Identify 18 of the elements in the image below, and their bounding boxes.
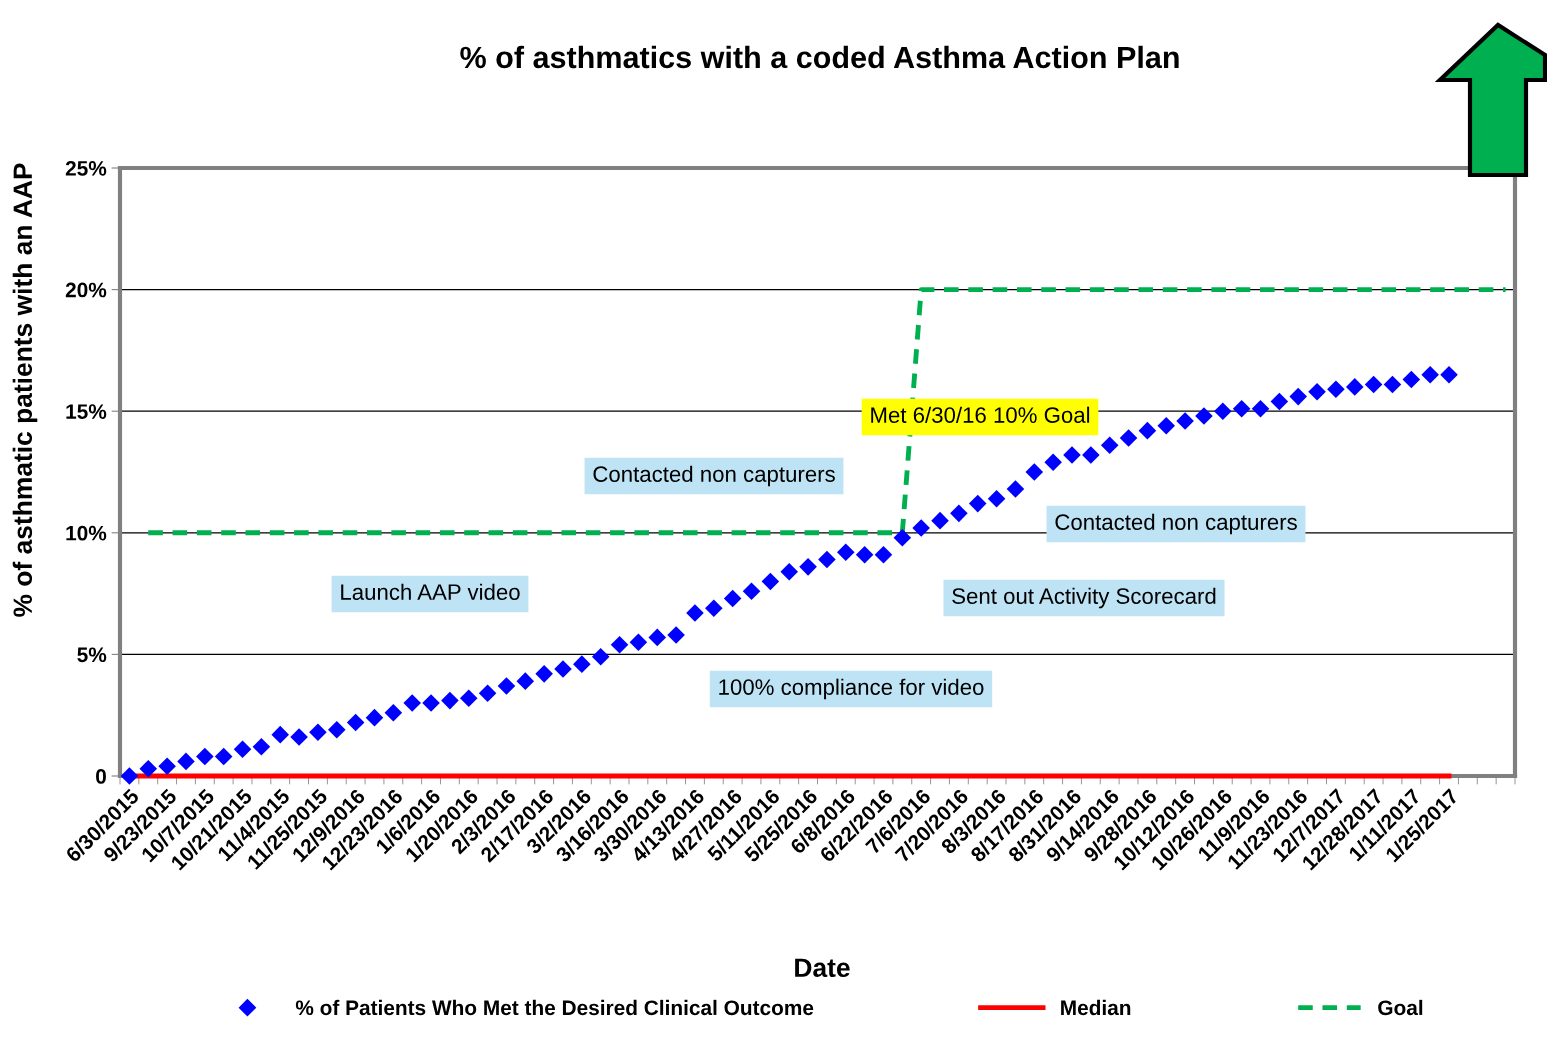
y-tick-label: 15%	[66, 404, 107, 419]
x-axis-title: Date	[795, 958, 850, 978]
y-tick-label: 10%	[66, 525, 107, 541]
annotation: Sent out Activity Scorecard	[952, 587, 1216, 609]
annotation: Met 6/30/16 10% Goal	[871, 406, 1090, 423]
legend-label: % of Patients Who Met the Desired Clinical Outcome	[295, 999, 814, 1016]
annotation: Contacted non capturers	[1055, 513, 1297, 535]
y-axis-title: % of asthmatic patients with an AAP	[12, 163, 38, 617]
y-tick-label: 5%	[77, 647, 107, 663]
legend-label: Goal	[1378, 999, 1423, 1016]
annotation: 100% compliance for video	[719, 678, 984, 700]
y-tick-label: 25%	[65, 161, 107, 176]
y-tick-label: 20%	[65, 282, 107, 298]
annotation: Launch AAP video	[341, 583, 520, 600]
annotation: Contacted non capturers	[593, 465, 835, 487]
legend-label: Median	[1061, 999, 1131, 1016]
y-tick-label: 0	[96, 769, 106, 784]
chart-title: % of asthmatics with a coded Asthma Action Plan	[460, 45, 1179, 69]
